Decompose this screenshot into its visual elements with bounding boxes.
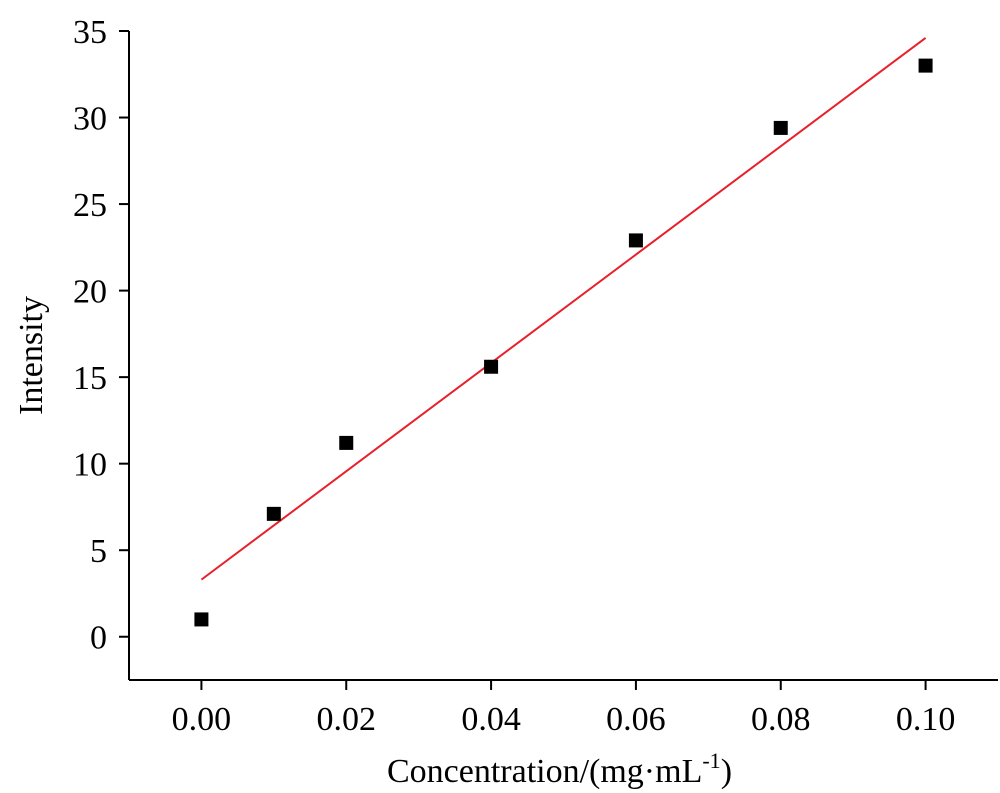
data-point xyxy=(628,233,643,248)
x-tick-label: 0.00 xyxy=(172,701,232,738)
y-axis-title: Intensity xyxy=(13,296,50,415)
x-axis-ticks: 0.00 0.02 0.04 0.06 0.08 0.10 xyxy=(172,680,956,738)
data-point xyxy=(266,506,281,521)
y-tick-label: 25 xyxy=(73,187,107,224)
data-points xyxy=(194,58,933,627)
x-tick-label: 0.10 xyxy=(896,701,956,738)
x-axis-title-superscript: -1 xyxy=(702,748,720,773)
fit-line xyxy=(200,37,927,581)
data-point xyxy=(918,58,933,73)
x-axis-title-main: Concentration/(mg·mL xyxy=(387,753,702,790)
data-point xyxy=(773,120,788,135)
data-point xyxy=(484,359,499,374)
y-tick-label: 15 xyxy=(73,360,107,397)
y-tick-label: 10 xyxy=(73,447,107,484)
x-tick-label: 0.04 xyxy=(461,701,521,738)
data-point xyxy=(339,435,354,450)
data-point xyxy=(194,612,209,627)
x-tick-label: 0.02 xyxy=(317,701,377,738)
y-tick-label: 0 xyxy=(90,620,107,657)
y-tick-label: 30 xyxy=(73,101,107,138)
x-axis-title: Concentration/(mg·mL-1) xyxy=(387,748,732,790)
y-tick-label: 20 xyxy=(73,274,107,311)
x-tick-label: 0.08 xyxy=(751,701,811,738)
plot-area: 0 5 10 15 20 25 30 35 0.00 0.02 0.04 0.06 0.08 0.10 xyxy=(73,14,998,738)
y-axis-ticks: 0 5 10 15 20 25 30 35 xyxy=(73,14,129,657)
x-tick-label: 0.06 xyxy=(606,701,666,738)
y-tick-label: 5 xyxy=(90,533,107,570)
x-axis-title-end: ) xyxy=(721,753,732,790)
y-tick-label: 35 xyxy=(73,14,107,51)
